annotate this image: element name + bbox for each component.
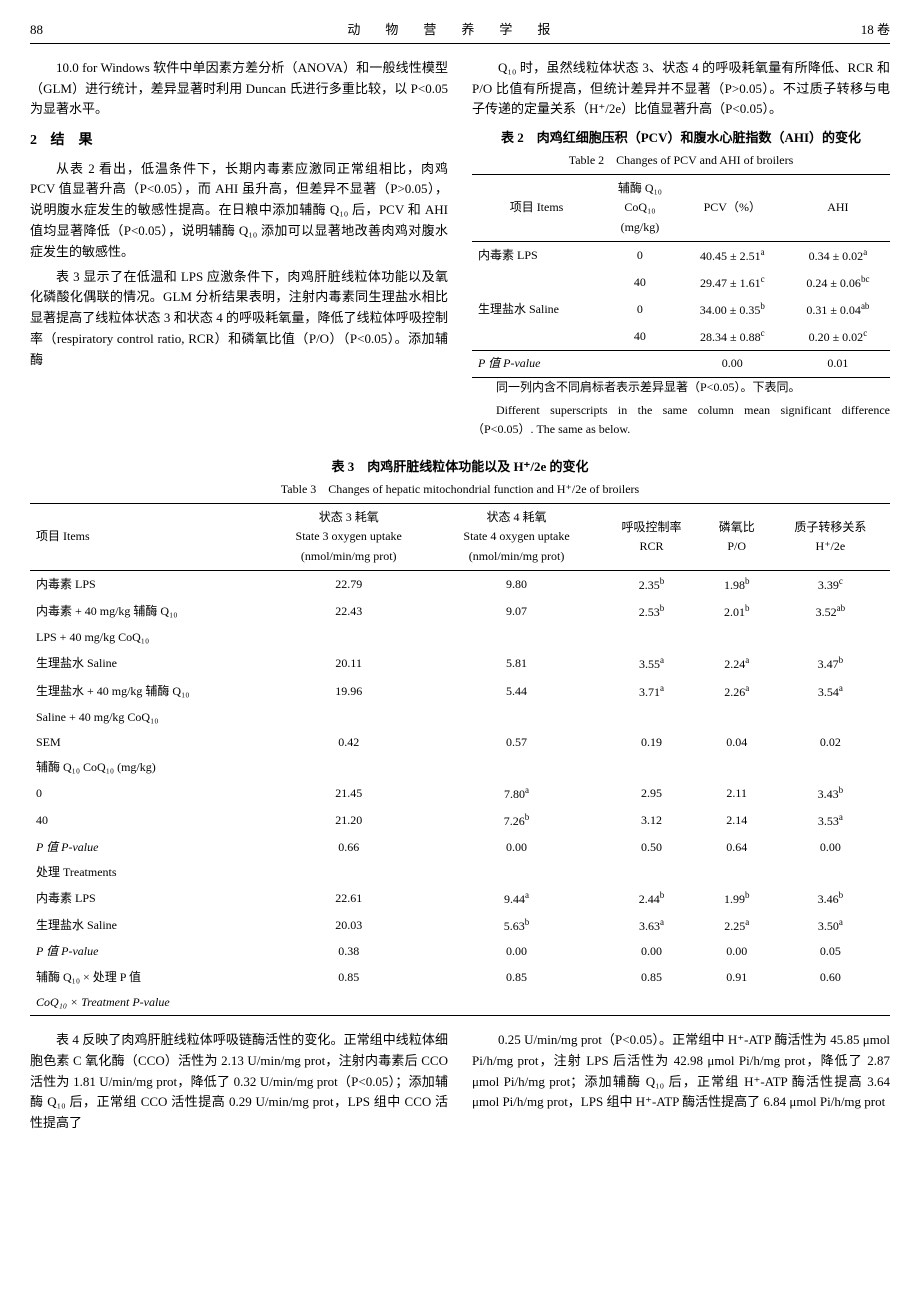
- table-row: Saline + 40 mg/kg CoQ₁₀: [30, 705, 890, 730]
- table-row: LPS + 40 mg/kg CoQ₁₀: [30, 625, 890, 650]
- t3-h1: 项目 Items: [30, 504, 265, 571]
- table2-footnote-cn: 同一列内含不同肩标者表示差异显著（P<0.05）。下表同。: [472, 378, 890, 397]
- t2-h3: PCV（%）: [679, 175, 786, 242]
- table2-caption-en: Table 2 Changes of PCV and AHI of broile…: [472, 151, 890, 170]
- table-row: 生理盐水 Saline034.00 ± 0.35b0.31 ± 0.04ab: [472, 296, 890, 323]
- t3-h3: 状态 4 耗氧 State 4 oxygen uptake (nmol/min/…: [433, 504, 601, 571]
- section-2-title: 2 结 果: [30, 130, 448, 152]
- table3-wrap: 表 3 肉鸡肝脏线粒体功能以及 H⁺/2e 的变化 Table 3 Change…: [30, 457, 890, 1016]
- table-row: SEM0.420.570.190.040.02: [30, 730, 890, 755]
- left-p2: 表 3 显示了在低温和 LPS 应激条件下，肉鸡肝脏线粒体功能以及氧化磷酸化偶联…: [30, 267, 448, 371]
- table-row: 内毒素 LPS22.619.44a2.44b1.99b3.46b: [30, 885, 890, 912]
- bottom-two-columns: 表 4 反映了肉鸡肝脏线粒体呼吸链酶活性的变化。正常组中线粒体细胞色素 C 氧化…: [30, 1030, 890, 1138]
- top-two-columns: 10.0 for Windows 软件中单因素方差分析（ANOVA）和一般线性模…: [30, 58, 890, 443]
- t3-h6: 质子转移关系 H⁺/2e: [771, 504, 890, 571]
- t2-h2: 辅酶 Q₁₀ CoQ₁₀ (mg/kg): [601, 175, 679, 242]
- table-row: 021.457.80a2.952.113.43b: [30, 780, 890, 807]
- right-p1: Q₁₀ 时，虽然线粒体状态 3、状态 4 的呼吸耗氧量有所降低、RCR 和 P/…: [472, 58, 890, 120]
- table-row: 处理 Treatments: [30, 860, 890, 885]
- t3-h2: 状态 3 耗氧 State 3 oxygen uptake (nmol/min/…: [265, 504, 433, 571]
- right-column: Q₁₀ 时，虽然线粒体状态 3、状态 4 的呼吸耗氧量有所降低、RCR 和 P/…: [472, 58, 890, 443]
- table-row: P 值 P-value0.660.000.500.640.00: [30, 835, 890, 860]
- table-row: 生理盐水 + 40 mg/kg 辅酶 Q₁₀19.965.443.71a2.26…: [30, 678, 890, 705]
- table-row: 辅酶 Q₁₀ CoQ₁₀ (mg/kg): [30, 755, 890, 780]
- table-row: 4028.34 ± 0.88c0.20 ± 0.02c: [472, 323, 890, 351]
- table-row: 4029.47 ± 1.61c0.24 ± 0.06bc: [472, 269, 890, 296]
- t3-h4: 呼吸控制率 RCR: [600, 504, 702, 571]
- table3-caption-cn: 表 3 肉鸡肝脏线粒体功能以及 H⁺/2e 的变化: [30, 457, 890, 478]
- table-row: P 值 P-value0.380.000.000.000.05: [30, 939, 890, 964]
- table-row: 内毒素 LPS040.45 ± 2.51a0.34 ± 0.02a: [472, 241, 890, 269]
- page-number: 88: [30, 20, 43, 41]
- journal-title: 动 物 营 养 学 报: [347, 20, 556, 41]
- table-row: 辅酶 Q₁₀ × 处理 P 值0.850.850.850.910.60: [30, 965, 890, 990]
- bottom-right-para: 0.25 U/min/mg prot（P<0.05）。正常组中 H⁺-ATP 酶…: [472, 1030, 890, 1113]
- page-header: 88 动 物 营 养 学 报 18 卷: [30, 20, 890, 44]
- left-top-para: 10.0 for Windows 软件中单因素方差分析（ANOVA）和一般线性模…: [30, 58, 448, 120]
- section-label: 结 果: [51, 133, 93, 148]
- bottom-left-para: 表 4 反映了肉鸡肝脏线粒体呼吸链酶活性的变化。正常组中线粒体细胞色素 C 氧化…: [30, 1030, 448, 1134]
- table-row: 生理盐水 Saline20.115.813.55a2.24a3.47b: [30, 650, 890, 677]
- t3-h5: 磷氧比 P/O: [703, 504, 771, 571]
- table2-footnote-en: Different superscripts in the same colum…: [472, 401, 890, 439]
- table-row-pvalue: P 值 P-value0.000.01: [472, 351, 890, 377]
- table2: 项目 Items 辅酶 Q₁₀ CoQ₁₀ (mg/kg) PCV（%） AHI…: [472, 174, 890, 378]
- volume: 18 卷: [861, 20, 890, 41]
- left-p1: 从表 2 看出，低温条件下，长期内毒素应激同正常组相比，肉鸡 PCV 值显著升高…: [30, 159, 448, 263]
- t2-h1: 项目 Items: [472, 175, 601, 242]
- bottom-right-col: 0.25 U/min/mg prot（P<0.05）。正常组中 H⁺-ATP 酶…: [472, 1030, 890, 1138]
- bottom-left-col: 表 4 反映了肉鸡肝脏线粒体呼吸链酶活性的变化。正常组中线粒体细胞色素 C 氧化…: [30, 1030, 448, 1138]
- table-row: 内毒素 LPS22.799.802.35b1.98b3.39c: [30, 570, 890, 598]
- table-row: 内毒素 + 40 mg/kg 辅酶 Q₁₀22.439.072.53b2.01b…: [30, 598, 890, 625]
- table3: 项目 Items 状态 3 耗氧 State 3 oxygen uptake (…: [30, 503, 890, 1016]
- left-column: 10.0 for Windows 软件中单因素方差分析（ANOVA）和一般线性模…: [30, 58, 448, 443]
- section-number: 2: [30, 133, 37, 148]
- table3-caption-en: Table 3 Changes of hepatic mitochondrial…: [30, 480, 890, 499]
- table2-caption-cn: 表 2 肉鸡红细胞压积（PCV）和腹水心脏指数（AHI）的变化: [472, 128, 890, 149]
- table-row: 生理盐水 Saline20.035.63b3.63a2.25a3.50a: [30, 912, 890, 939]
- table-row: 4021.207.26b3.122.143.53a: [30, 807, 890, 834]
- t2-h4: AHI: [786, 175, 890, 242]
- table-row: CoQ₁₀ × Treatment P-value: [30, 990, 890, 1016]
